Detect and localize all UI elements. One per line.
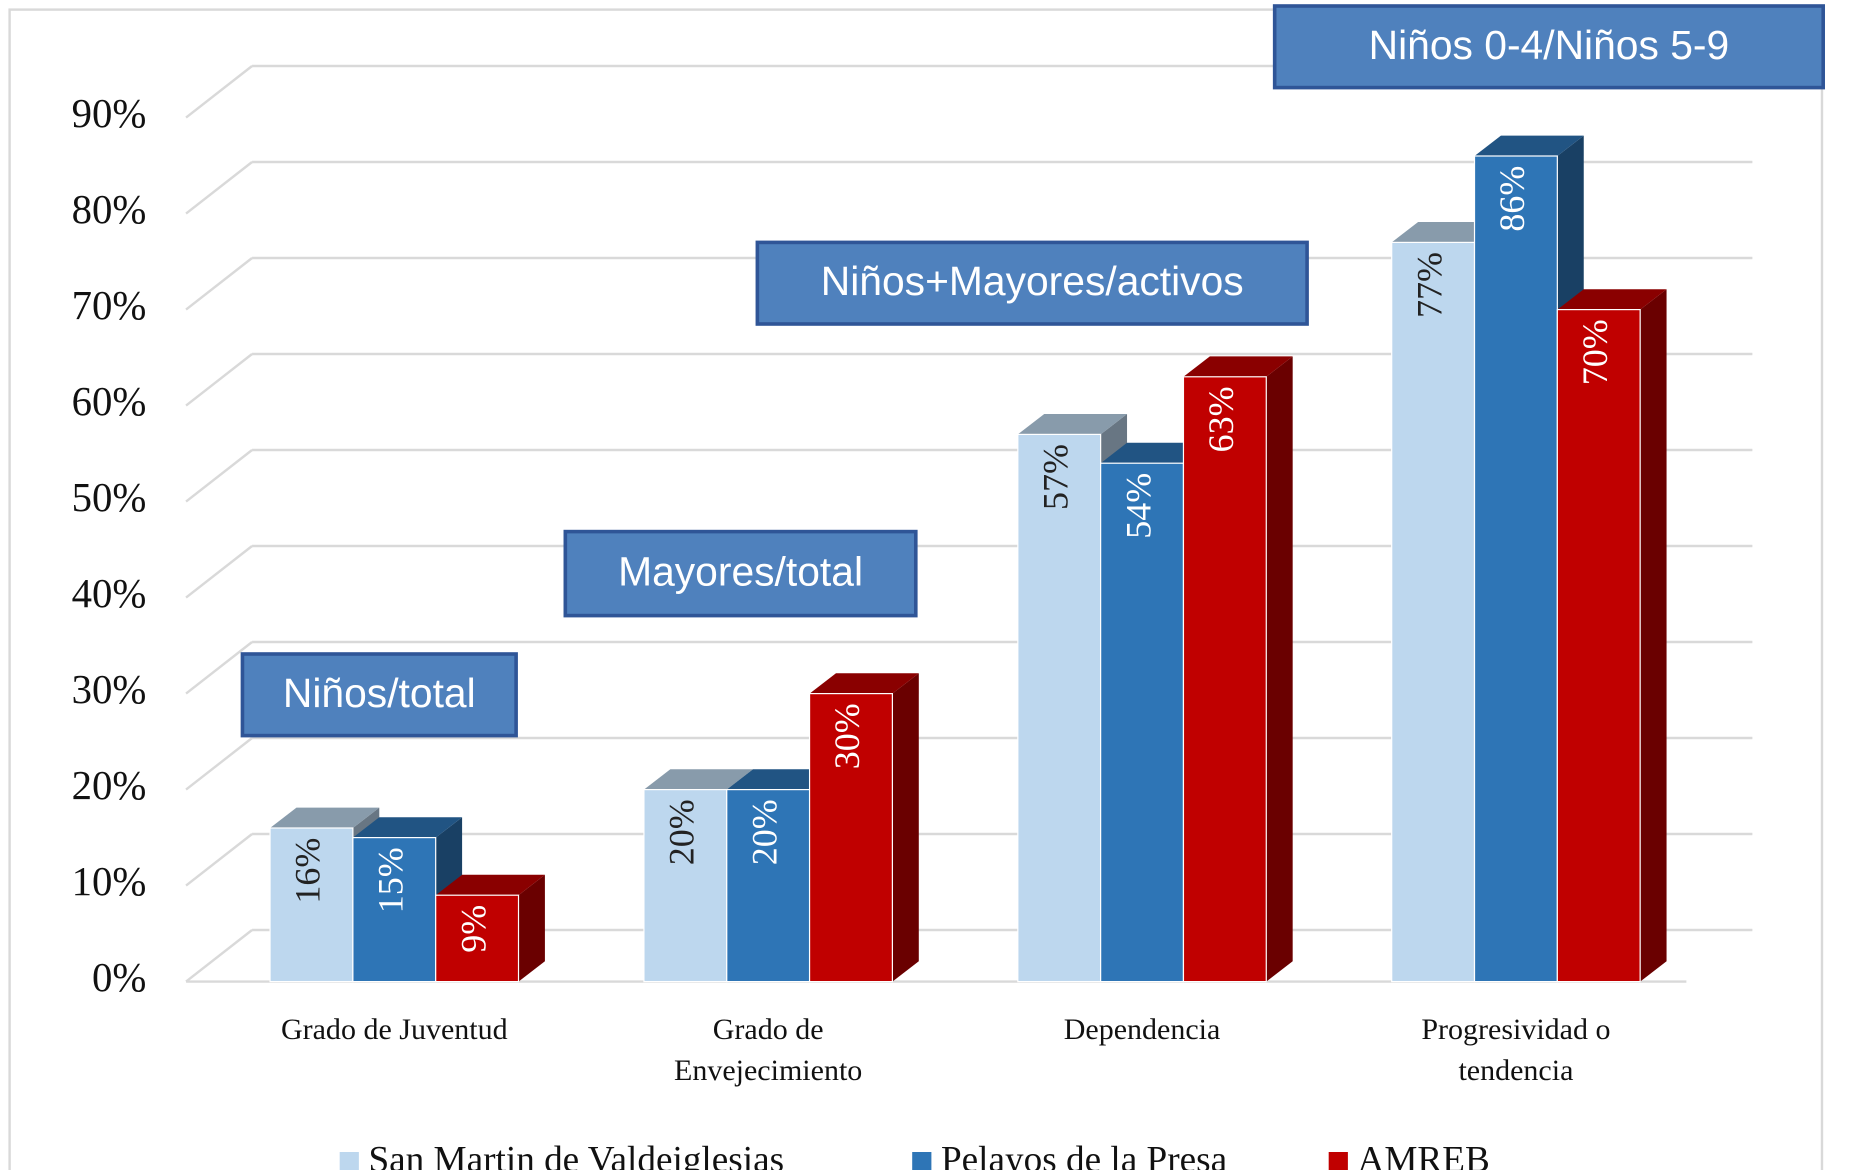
- data-label: 20%: [662, 799, 702, 865]
- grid-line-depth: [185, 449, 253, 503]
- x-tick-label-box: Progresividad o tendencia: [1421, 1014, 1611, 1087]
- bar-top: [270, 807, 380, 828]
- data-label: 86%: [1492, 166, 1532, 232]
- bar-top: [1017, 414, 1128, 435]
- bar-top: [809, 673, 919, 694]
- bar: [1100, 462, 1185, 983]
- x-tick-label-box: Grado de Envejecimiento: [674, 1014, 863, 1087]
- bar: [1391, 241, 1476, 983]
- annotation: Mayores/total: [618, 549, 863, 595]
- grid-line-depth: [185, 929, 253, 983]
- y-tick-label: 40%: [72, 571, 147, 616]
- legend-swatch: [912, 1152, 932, 1170]
- legend-swatch: [1328, 1152, 1348, 1170]
- y-tick-label: 50%: [72, 475, 147, 520]
- x-tick-label-box: Dependencia: [1063, 1014, 1221, 1047]
- grid-line-depth: [185, 737, 253, 791]
- bar: [1556, 309, 1641, 983]
- grid-line-depth: [185, 353, 253, 407]
- legend-swatch: [339, 1152, 359, 1170]
- bar: [1017, 433, 1102, 983]
- annotation: Niños 0-4/Niños 5-9: [1369, 22, 1730, 68]
- data-label: 70%: [1575, 319, 1615, 385]
- data-label: 20%: [744, 799, 784, 865]
- y-tick-label: 80%: [72, 187, 147, 232]
- annotation-box: [563, 529, 918, 618]
- legend-label: Pelayos de la Presa: [941, 1139, 1227, 1170]
- bar-side: [1640, 289, 1667, 982]
- annotation-box: [240, 652, 518, 738]
- y-tick-label: 90%: [72, 91, 147, 136]
- bar-top: [1391, 222, 1501, 243]
- data-label: 16%: [288, 838, 328, 904]
- grid-line-depth: [185, 545, 253, 599]
- x-tick-label: Grado de Envejecimiento: [674, 1014, 863, 1087]
- bar-side: [518, 874, 545, 982]
- bar-side: [1266, 356, 1293, 982]
- annotation: Niños+Mayores/activos: [821, 258, 1244, 304]
- annotation-box: [755, 240, 1309, 326]
- bar-top: [643, 769, 754, 790]
- y-tick-label: 10%: [72, 859, 147, 904]
- bar: [808, 693, 893, 983]
- x-tick-label: Grado de Juventud: [280, 1014, 508, 1047]
- bar: [1182, 376, 1267, 983]
- data-label: 54%: [1118, 473, 1158, 539]
- y-tick-label: 60%: [72, 379, 147, 424]
- bar: [726, 789, 811, 983]
- bar: [269, 827, 354, 983]
- bar-top: [1183, 356, 1293, 377]
- grid-line-depth: [185, 65, 253, 119]
- grid-line-depth: [185, 641, 253, 695]
- x-tick-label: Dependencia: [1063, 1014, 1221, 1047]
- bar: [435, 894, 520, 983]
- bar: [352, 837, 437, 983]
- grid-line-depth: [185, 257, 253, 311]
- x-tick-label: Progresividad o tendencia: [1421, 1014, 1611, 1087]
- y-tick-label: 30%: [72, 667, 147, 712]
- bar-top: [1557, 289, 1667, 310]
- bar-top: [726, 769, 836, 790]
- bar-top: [1100, 442, 1210, 464]
- bar-top: [435, 874, 545, 896]
- grid-line-depth: [185, 833, 253, 887]
- legend-label: AMREB: [1357, 1139, 1489, 1170]
- data-label: 15%: [371, 847, 411, 913]
- data-label: 30%: [827, 703, 867, 769]
- bar-side: [892, 673, 919, 982]
- legend-label: San Martin de Valdeiglesias: [368, 1139, 784, 1170]
- annotation-box: [1272, 4, 1825, 90]
- data-label: 63%: [1201, 386, 1241, 452]
- bar-top: [352, 817, 463, 838]
- data-label: 57%: [1035, 444, 1075, 510]
- grid-line-depth: [185, 161, 253, 215]
- bar-top: [1474, 135, 1584, 156]
- x-tick-label-box: Grado de Juventud: [280, 1014, 508, 1047]
- bar: [643, 789, 728, 983]
- y-tick-label: 0%: [92, 955, 146, 1000]
- y-tick-label: 70%: [72, 283, 147, 328]
- data-label: 77%: [1409, 252, 1449, 318]
- annotation: Niños/total: [283, 670, 476, 716]
- bar: [1473, 155, 1558, 983]
- y-tick-label: 20%: [72, 763, 147, 808]
- data-label: 9%: [453, 905, 493, 953]
